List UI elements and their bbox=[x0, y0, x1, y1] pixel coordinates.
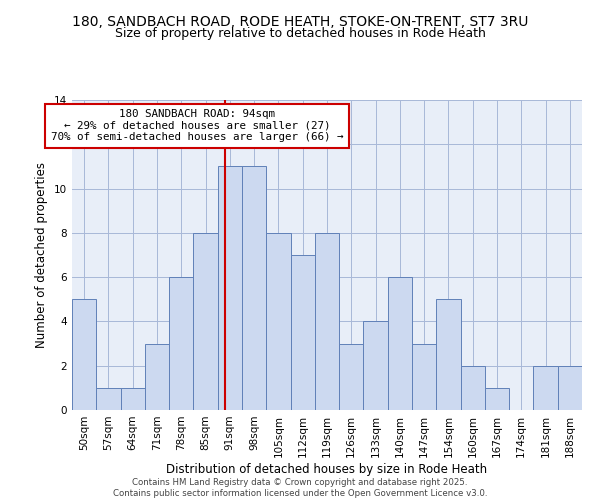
Bar bbox=[266, 233, 290, 410]
Text: Contains HM Land Registry data © Crown copyright and database right 2025.
Contai: Contains HM Land Registry data © Crown c… bbox=[113, 478, 487, 498]
Bar bbox=[436, 300, 461, 410]
Bar bbox=[218, 166, 242, 410]
Bar bbox=[388, 277, 412, 410]
Bar bbox=[290, 255, 315, 410]
Bar bbox=[193, 233, 218, 410]
Text: Size of property relative to detached houses in Rode Heath: Size of property relative to detached ho… bbox=[115, 28, 485, 40]
Bar bbox=[315, 233, 339, 410]
Bar bbox=[96, 388, 121, 410]
Bar bbox=[364, 322, 388, 410]
Bar bbox=[412, 344, 436, 410]
X-axis label: Distribution of detached houses by size in Rode Heath: Distribution of detached houses by size … bbox=[166, 462, 488, 475]
Bar bbox=[121, 388, 145, 410]
Y-axis label: Number of detached properties: Number of detached properties bbox=[35, 162, 49, 348]
Bar bbox=[558, 366, 582, 410]
Bar bbox=[72, 300, 96, 410]
Text: 180, SANDBACH ROAD, RODE HEATH, STOKE-ON-TRENT, ST7 3RU: 180, SANDBACH ROAD, RODE HEATH, STOKE-ON… bbox=[72, 15, 528, 29]
Bar bbox=[145, 344, 169, 410]
Bar bbox=[242, 166, 266, 410]
Bar bbox=[485, 388, 509, 410]
Bar bbox=[533, 366, 558, 410]
Text: 180 SANDBACH ROAD: 94sqm
← 29% of detached houses are smaller (27)
70% of semi-d: 180 SANDBACH ROAD: 94sqm ← 29% of detach… bbox=[50, 110, 343, 142]
Bar bbox=[169, 277, 193, 410]
Bar bbox=[339, 344, 364, 410]
Bar bbox=[461, 366, 485, 410]
